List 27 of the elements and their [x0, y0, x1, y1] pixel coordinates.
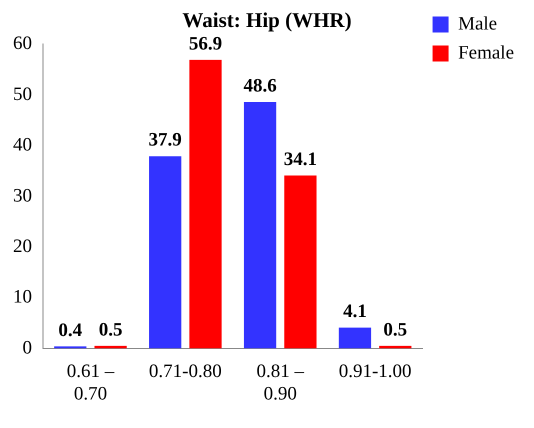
- bar: [284, 176, 317, 348]
- bar: [244, 102, 276, 348]
- y-tick-label: 20: [13, 236, 32, 257]
- y-tick-label: 10: [13, 286, 32, 308]
- data-label: 48.6: [243, 75, 277, 96]
- bar: [189, 60, 222, 348]
- legend-label: Male: [458, 13, 498, 34]
- x-tick-label: 0.61 – 0.70: [66, 360, 115, 405]
- x-tick-label: 0.81 – 0.90: [256, 360, 304, 405]
- x-tick-label: 0.71-0.80: [148, 360, 222, 382]
- x-tick-label: 0.91-1.00: [338, 360, 412, 382]
- data-label: 0.4: [58, 320, 83, 341]
- data-label: 56.9: [188, 33, 222, 54]
- chart-title: Waist: Hip (WHR): [182, 8, 352, 32]
- bar: [149, 156, 182, 348]
- data-label: 0.5: [98, 319, 122, 340]
- y-tick-label: 30: [13, 185, 32, 206]
- y-tick-label: 40: [13, 134, 32, 156]
- data-label: 34.1: [284, 148, 318, 170]
- data-label: 37.9: [148, 130, 182, 151]
- bar: [338, 328, 372, 348]
- y-tick-label: 50: [13, 84, 32, 105]
- y-tick-label: 60: [13, 33, 32, 54]
- data-label: 0.5: [383, 319, 408, 340]
- y-tick-label: 0: [22, 337, 32, 358]
- data-label: 4.1: [343, 301, 367, 322]
- legend-label: Female: [458, 42, 514, 64]
